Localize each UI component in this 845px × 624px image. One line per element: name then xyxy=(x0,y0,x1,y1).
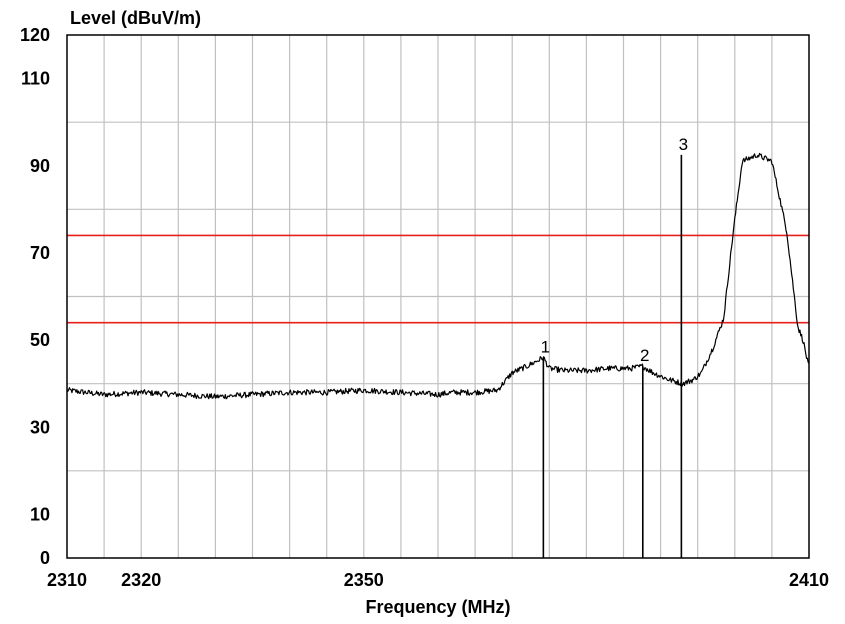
series-trace xyxy=(66,152,810,400)
y-tick-label: 70 xyxy=(30,243,50,263)
grid xyxy=(67,35,809,558)
marker-label: 2 xyxy=(640,346,649,365)
x-axis-tick-labels: 2310 2320 2350 2410 xyxy=(47,570,829,590)
markers: 1 2 3 xyxy=(541,135,688,558)
y-tick-label: 120 xyxy=(20,25,50,45)
x-tick-label: 2320 xyxy=(121,570,161,590)
x-tick-label: 2410 xyxy=(789,570,829,590)
trace xyxy=(66,152,810,400)
y-axis-tick-labels: 0 10 30 50 70 90 110 120 xyxy=(20,25,50,568)
x-axis-label: Frequency (MHz) xyxy=(365,597,510,617)
y-tick-label: 110 xyxy=(21,69,50,89)
y-axis-label: Level (dBuV/m) xyxy=(70,8,201,28)
marker-label: 1 xyxy=(541,338,550,357)
x-tick-label: 2310 xyxy=(47,570,87,590)
y-tick-label: 0 xyxy=(40,548,50,568)
plot-frame xyxy=(66,34,810,559)
marker-label: 3 xyxy=(679,135,688,154)
y-tick-label: 90 xyxy=(30,156,50,176)
y-tick-label: 10 xyxy=(30,504,50,524)
limit-lines xyxy=(67,234,809,324)
y-tick-label: 30 xyxy=(30,417,50,437)
x-tick-label: 2350 xyxy=(344,570,384,590)
y-tick-label: 50 xyxy=(30,330,50,350)
